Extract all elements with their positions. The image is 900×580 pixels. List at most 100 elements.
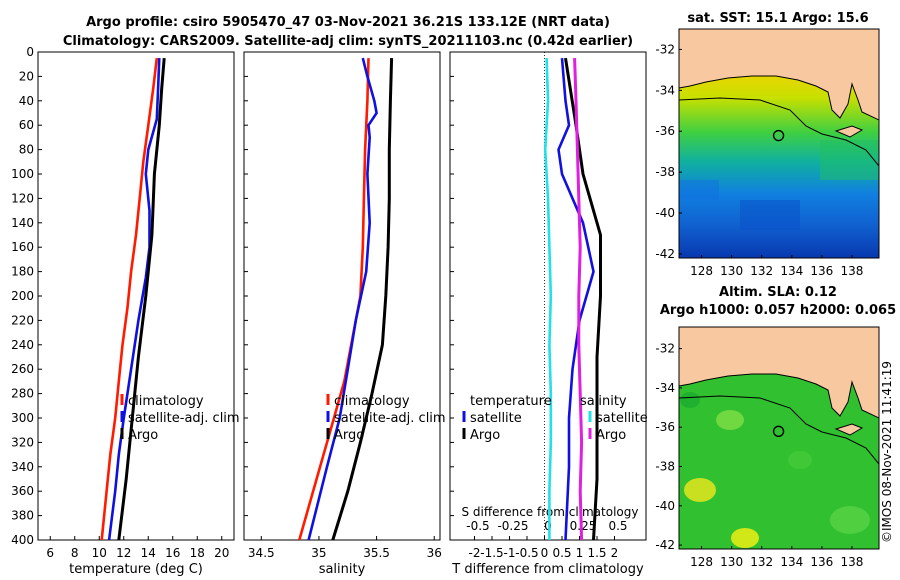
x-tick-label: -2 <box>469 546 481 560</box>
lon-tick-label: 130 <box>720 264 743 278</box>
legend-label: Argo <box>596 428 626 443</box>
depth-tick-label: 200 <box>11 289 34 303</box>
series-line-temperature-satellite <box>557 57 595 541</box>
shelf-contour <box>679 395 879 465</box>
depth-tick-label: 160 <box>11 240 34 254</box>
depth-tick-label: 100 <box>11 167 34 181</box>
legend-label: Argo <box>470 428 500 443</box>
x-axis-label: salinity <box>319 562 366 577</box>
depth-tick-label: 300 <box>11 411 34 425</box>
s-diff-tick-label: -0.5 <box>466 519 489 533</box>
sla-map-title: Altim. SLA: 0.12 <box>719 285 837 300</box>
kangaroo-island <box>834 125 864 138</box>
depth-tick-label: 320 <box>11 435 34 449</box>
depth-tick-label: 40 <box>19 94 34 108</box>
depth-tick-label: 120 <box>11 191 34 205</box>
x-tick-label: 8 <box>71 546 79 560</box>
x-tick-label: 14 <box>141 546 156 560</box>
lon-tick-label: 132 <box>750 555 773 569</box>
x-tick-label: 6 <box>46 546 54 560</box>
lat-tick-label: -40 <box>655 206 675 220</box>
x-tick-label: 35 <box>311 546 326 560</box>
profile-location-marker <box>772 425 785 438</box>
lon-tick-label: 138 <box>840 555 863 569</box>
lon-tick-label: 136 <box>810 555 833 569</box>
sla-map-subtitle: Argo h1000: 0.057 h2000: 0.065 <box>660 303 896 318</box>
depth-tick-label: 180 <box>11 265 34 279</box>
depth-tick-label: 220 <box>11 313 34 327</box>
lat-tick-label: -42 <box>655 247 675 261</box>
sst-map-title: sat. SST: 15.1 Argo: 15.6 <box>687 11 868 26</box>
lat-tick-label: -36 <box>655 420 675 434</box>
legend-label: satellite-adj. clim <box>128 411 240 426</box>
lat-tick-label: -34 <box>655 83 675 97</box>
sla-anomaly <box>680 392 700 408</box>
lon-tick-label: 128 <box>690 555 713 569</box>
legend-label: climatology <box>334 394 410 409</box>
lat-tick-label: -40 <box>655 499 675 513</box>
copyright-stamp: ©IMOS 08-Nov-2021 11:41:19 <box>880 361 894 543</box>
x-tick-label: -0.5 <box>515 546 538 560</box>
lat-tick-label: -34 <box>655 381 675 395</box>
s-diff-tick-label: -0.25 <box>497 519 528 533</box>
legend-label: satellite <box>470 411 522 426</box>
lat-tick-label: -42 <box>655 538 675 552</box>
sla-map-frame <box>678 326 880 550</box>
profile-location-marker <box>772 129 785 142</box>
x-axis-label: T difference from climatology <box>451 562 644 577</box>
lon-tick-label: 134 <box>780 555 803 569</box>
x-tick-label: 10 <box>92 546 107 560</box>
x-tick-label: 35.5 <box>363 546 390 560</box>
sla-anomaly <box>716 410 744 430</box>
x-tick-label: 1 <box>576 546 584 560</box>
depth-tick-label: 240 <box>11 338 34 352</box>
sst-patch <box>679 180 719 200</box>
depth-tick-label: 260 <box>11 362 34 376</box>
depth-tick-label: 380 <box>11 509 34 523</box>
s-diff-tick-label: 0.5 <box>608 519 627 533</box>
land-mass <box>679 29 879 121</box>
depth-tick-label: 280 <box>11 387 34 401</box>
x-tick-label: 18 <box>190 546 205 560</box>
lon-tick-label: 138 <box>840 264 863 278</box>
x-tick-label: -1.5 <box>480 546 503 560</box>
sla-anomaly <box>684 478 716 502</box>
x-tick-label: 34.5 <box>248 546 275 560</box>
legend-label: Argo <box>334 428 364 443</box>
kangaroo-island <box>834 423 864 436</box>
lon-tick-label: 134 <box>780 264 803 278</box>
temperature-panel: 0 20 40 60 80 100 120 140 160 180 200 220 240 260 280 3… <box>11 45 240 577</box>
legend-label: temperature <box>470 394 552 409</box>
x-tick-label: 36 <box>427 546 442 560</box>
x-tick-label: 0 <box>541 546 549 560</box>
lon-tick-label: 136 <box>810 264 833 278</box>
plot-frame <box>449 51 647 541</box>
lat-tick-label: -32 <box>655 42 675 56</box>
series-line-salinity-argo <box>573 58 584 541</box>
sst-map-frame <box>678 28 880 259</box>
shelf-contour <box>679 97 879 167</box>
sst-patch <box>820 140 879 180</box>
sst-patch <box>740 200 800 230</box>
x-axis-label: temperature (deg C) <box>69 562 203 577</box>
sla-map: Altim. SLA: 0.12 Argo h1000: 0.057 h2000… <box>655 285 896 569</box>
plot-frame <box>37 51 235 541</box>
x-tick-label: 16 <box>165 546 180 560</box>
difference-panel: -2 -1.5 -1 -0.5 0 0.5 1 1.5 2T difference from c… <box>449 51 648 577</box>
series-line-salinity-satellite <box>543 58 553 540</box>
depth-tick-label: 0 <box>26 45 34 59</box>
figure-title-line1: Argo profile: csiro 5905470_47 03-Nov-20… <box>86 15 610 30</box>
lon-tick-label: 128 <box>690 264 713 278</box>
lon-tick-label: 132 <box>750 264 773 278</box>
legend-label: climatology <box>128 394 204 409</box>
depth-tick-label: 400 <box>11 533 34 547</box>
legend-label: Argo <box>128 428 158 443</box>
legend-label: salinity <box>580 394 627 409</box>
sla-anomaly <box>731 528 759 548</box>
x-tick-label: 0.5 <box>552 546 571 560</box>
depth-tick-label: 20 <box>19 69 34 83</box>
series-line-climatology <box>100 57 159 541</box>
lat-tick-label: -32 <box>655 342 675 356</box>
salinity-panel: 34.5 35 35.5 36 salinity climatology satellite… <box>243 51 446 577</box>
lat-tick-label: -38 <box>655 165 675 179</box>
